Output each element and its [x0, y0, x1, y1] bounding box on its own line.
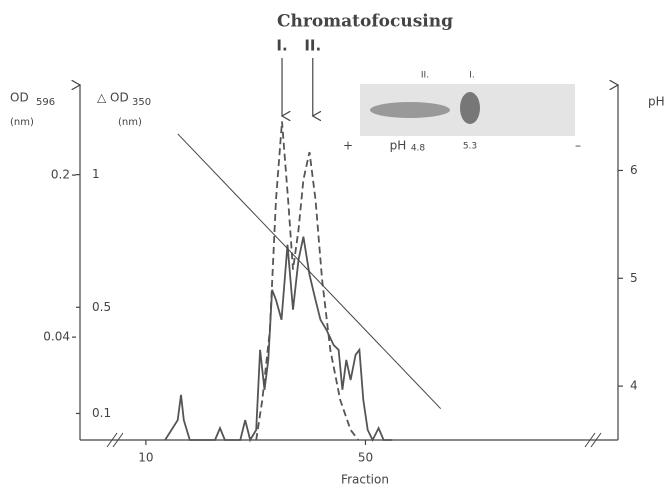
- y2-axis-title: pH: [648, 95, 665, 109]
- gel-ph-low: 4.8: [411, 144, 426, 154]
- y-axis-title: △ OD: [97, 91, 129, 105]
- y-axis-unit: (nm): [118, 117, 142, 128]
- x-tick-label: 50: [358, 451, 373, 465]
- gel-lane-label: II.: [421, 71, 429, 81]
- gel-minus: –: [575, 139, 581, 153]
- gel-plus: +: [343, 139, 353, 153]
- series-line: [255, 121, 360, 441]
- series-line: [164, 236, 393, 443]
- chart-title: Chromatofocusing: [277, 12, 453, 32]
- gel-band: [370, 102, 450, 118]
- gel-band: [460, 92, 480, 124]
- gel-ph-high: 5.3: [463, 142, 477, 152]
- y2-tick-label: 5: [630, 271, 638, 285]
- x-tick-label: 10: [138, 451, 153, 465]
- peak-label: II.: [304, 37, 321, 55]
- od-tick-label: 0.04: [43, 330, 70, 344]
- y2-tick-label: 4: [630, 379, 638, 393]
- peak-label: I.: [276, 37, 287, 55]
- gel-lane-label: I.: [469, 71, 475, 81]
- x-axis-title: Fraction: [341, 473, 389, 487]
- y-tick-label: 1: [92, 167, 100, 181]
- od-axis-unit: (nm): [10, 117, 34, 128]
- series-line: [177, 133, 442, 410]
- y2-tick-label: 6: [630, 163, 638, 177]
- gel-ph: pH: [390, 139, 407, 153]
- y-tick-label: 0.5: [92, 300, 111, 314]
- y-tick-label: 0.1: [92, 406, 111, 420]
- od-axis-title-sub: 596: [36, 97, 55, 108]
- od-axis-title: OD: [10, 91, 29, 105]
- od-tick-label: 0.2: [51, 168, 70, 182]
- y-axis-title-sub: 350: [132, 97, 151, 108]
